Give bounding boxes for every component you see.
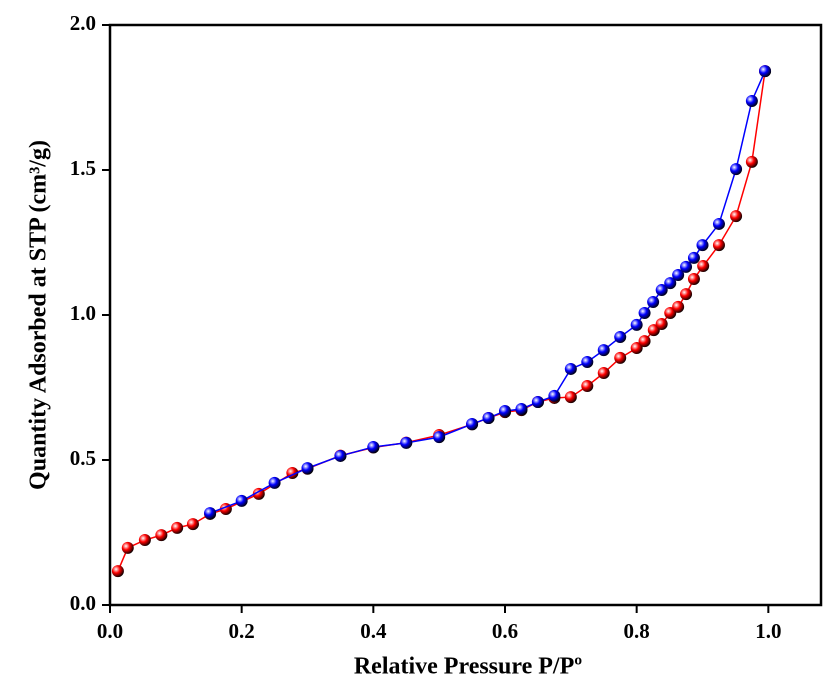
x-tick-label: 1.0 [755,619,781,643]
data-point [548,389,561,402]
data-point [730,210,743,223]
data-point [759,65,772,78]
plot-frame [108,23,823,607]
data-point [680,288,693,301]
data-point [581,380,594,393]
data-point [252,487,265,500]
x-tick-label: 0.2 [229,619,255,643]
data-point [680,260,693,273]
data-point [515,402,528,415]
data-point [111,565,124,578]
data-point [301,462,314,475]
data-point [696,239,709,252]
data-point [204,507,217,520]
data-point [433,431,446,444]
y-tick-label: 1.0 [70,301,96,325]
data-point [482,411,495,424]
data-point [268,476,281,489]
data-point [630,342,643,355]
x-axis-label: Relative Pressure P/Pº [354,654,582,680]
y-tick-label: 0.5 [70,446,96,470]
data-point [614,331,627,344]
data-point [531,396,544,408]
data-point [235,494,248,507]
data-point [712,239,725,252]
data-point [655,317,668,330]
data-point [745,155,758,168]
data-point [466,418,479,431]
data-point [581,355,594,368]
data-point [400,436,413,449]
data-point [672,300,685,313]
data-point [138,534,151,547]
data-point [664,277,677,290]
data-point [687,251,700,264]
x-tick-label: 0.8 [624,619,650,643]
series-line [117,71,766,572]
data-point [672,268,685,281]
data-point [564,362,577,375]
data-point [597,344,610,357]
data-point [655,284,668,297]
data-point [155,529,168,542]
data-point [638,306,651,319]
y-axis-label: Quantity Adsorbed at STP (cm³/g) [26,140,52,490]
data-point [186,518,199,531]
data-point [499,404,511,417]
data-point [630,318,643,331]
data-point [745,94,758,107]
data-point [367,440,380,453]
x-tick-label: 0.4 [360,619,387,643]
data-point [712,217,725,230]
data-point [697,259,710,272]
data-point [171,521,184,534]
data-point [121,541,134,554]
data-point [334,449,347,462]
data-point [638,335,651,348]
y-tick-label: 0.0 [70,591,96,615]
data-point [614,351,627,364]
data-point [647,295,660,308]
x-tick-label: 0.0 [97,619,123,643]
data-point [730,163,743,176]
y-tick-label: 1.5 [70,156,96,180]
data-point [687,273,700,286]
y-tick-label: 2.0 [70,11,96,35]
data-point [597,367,610,379]
x-tick-label: 0.6 [492,619,518,643]
data-point [564,391,577,404]
